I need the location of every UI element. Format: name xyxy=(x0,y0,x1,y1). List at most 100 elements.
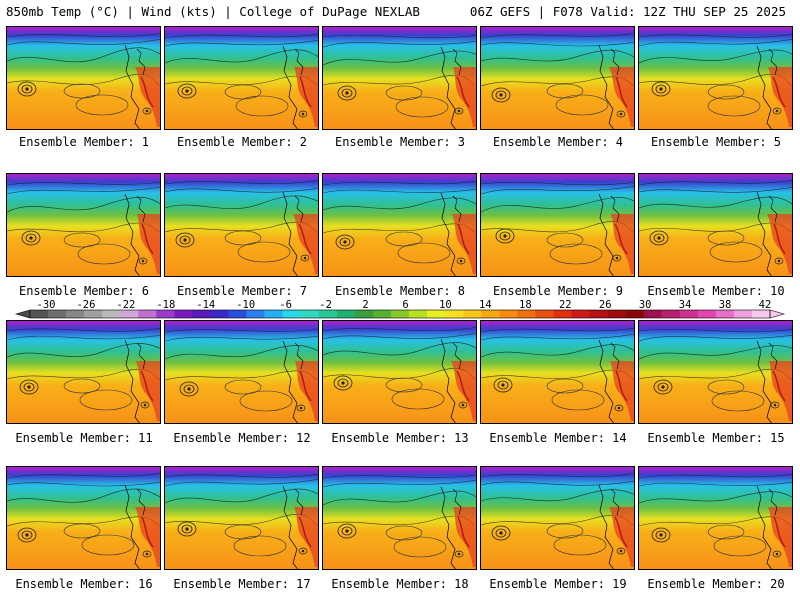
colorbar-swatch xyxy=(66,310,85,318)
colorbar-swatch xyxy=(84,310,103,318)
colorbar-swatch xyxy=(30,310,49,318)
colorbar-swatch xyxy=(156,310,175,318)
ensemble-member-map xyxy=(322,26,477,130)
ensemble-member-label: Ensemble Member: 5 xyxy=(650,135,782,149)
colorbar-max-arrow xyxy=(769,309,786,319)
colorbar-swatch xyxy=(282,310,302,318)
ensemble-member-map xyxy=(164,466,319,570)
ensemble-member-map xyxy=(322,466,477,570)
colorbar-tick-label: 38 xyxy=(719,299,732,311)
colorbar-tick-label: 42 xyxy=(759,299,772,311)
colorbar-swatch xyxy=(354,310,374,318)
colorbar-tick-label: -10 xyxy=(236,299,255,311)
ensemble-member-map xyxy=(638,320,793,424)
ensemble-member-label: Ensemble Member: 10 xyxy=(647,284,785,298)
colorbar-swatch xyxy=(372,310,392,318)
colorbar-tick-label: 26 xyxy=(599,299,612,311)
colorbar-min-arrow xyxy=(14,309,31,319)
colorbar-tick-label: 2 xyxy=(362,299,368,311)
colorbar-swatch xyxy=(643,310,663,318)
ensemble-member-label: Ensemble Member: 11 xyxy=(15,431,153,445)
colorbar-swatch xyxy=(300,310,320,318)
colorbar-swatch xyxy=(210,310,229,318)
colorbar-tick-label: -14 xyxy=(196,299,215,311)
colorbar-swatch xyxy=(733,310,753,318)
colorbar-tick-label: -26 xyxy=(76,299,95,311)
colorbar-tick-label: 30 xyxy=(639,299,652,311)
ensemble-member-label: Ensemble Member: 8 xyxy=(334,284,466,298)
ensemble-member-map xyxy=(322,320,477,424)
colorbar-tick-label: 34 xyxy=(679,299,692,311)
colorbar-swatch xyxy=(228,310,247,318)
ensemble-member-map xyxy=(480,26,635,130)
colorbar-swatch xyxy=(102,310,121,318)
colorbar-tick-label: -2 xyxy=(319,299,332,311)
ensemble-member-label: Ensemble Member: 4 xyxy=(492,135,624,149)
ensemble-member-label: Ensemble Member: 7 xyxy=(176,284,308,298)
colorbar-swatch xyxy=(409,310,428,318)
colorbar-tick-label: -18 xyxy=(156,299,175,311)
ensemble-member-map xyxy=(638,26,793,130)
colorbar-swatch xyxy=(679,310,699,318)
ensemble-member-label: Ensemble Member: 16 xyxy=(15,577,153,591)
colorbar-swatch xyxy=(625,310,644,318)
colorbar-swatch xyxy=(48,310,67,318)
ensemble-member-label: Ensemble Member: 17 xyxy=(173,577,311,591)
ensemble-member-map xyxy=(6,320,161,424)
colorbar-swatch xyxy=(138,310,157,318)
colorbar-swatch xyxy=(318,310,338,318)
colorbar-swatch xyxy=(571,310,590,318)
colorbar-swatch xyxy=(661,310,681,318)
ensemble-member-label: Ensemble Member: 15 xyxy=(647,431,785,445)
ensemble-member-map xyxy=(6,26,161,130)
ensemble-member-map xyxy=(638,466,793,570)
colorbar-swatch xyxy=(517,310,536,318)
colorbar-swatch xyxy=(120,310,139,318)
ensemble-member-label: Ensemble Member: 9 xyxy=(492,284,624,298)
colorbar-swatch xyxy=(553,310,572,318)
colorbar-tick-label: 22 xyxy=(559,299,572,311)
colorbar-swatch xyxy=(715,310,735,318)
colorbar-swatch xyxy=(445,310,464,318)
colorbar-swatch xyxy=(697,310,717,318)
ensemble-member-map xyxy=(638,173,793,277)
colorbar-swatch xyxy=(499,310,518,318)
ensemble-member-map xyxy=(164,26,319,130)
colorbar-swatch xyxy=(463,310,482,318)
colorbar-tick-label: -6 xyxy=(279,299,292,311)
ensemble-member-label: Ensemble Member: 19 xyxy=(489,577,627,591)
colorbar-tick-label: 6 xyxy=(402,299,408,311)
ensemble-member-label: Ensemble Member: 2 xyxy=(176,135,308,149)
colorbar-tick-label: 10 xyxy=(439,299,452,311)
colorbar-tick-label: -30 xyxy=(37,299,56,311)
header-title: 850mb Temp (°C) | Wind (kts) | College o… xyxy=(6,4,420,19)
ensemble-member-map xyxy=(322,173,477,277)
ensemble-member-map xyxy=(480,320,635,424)
colorbar-swatch xyxy=(264,310,283,318)
ensemble-member-map xyxy=(480,173,635,277)
colorbar-tick-label: -22 xyxy=(116,299,135,311)
colorbar-swatch xyxy=(589,310,608,318)
colorbar-swatch xyxy=(192,310,211,318)
ensemble-member-label: Ensemble Member: 13 xyxy=(331,431,469,445)
temperature-colorbar: -30 -26 -22 -18 -14 -10 -6 -2 2 6 10 14 18 22 26 30 34 38… xyxy=(14,299,786,319)
colorbar-swatch xyxy=(535,310,554,318)
ensemble-member-map xyxy=(6,466,161,570)
colorbar-swatch xyxy=(246,310,265,318)
ensemble-member-label: Ensemble Member: 20 xyxy=(647,577,785,591)
colorbar-swatch xyxy=(336,310,356,318)
colorbar-swatch xyxy=(427,310,446,318)
ensemble-member-label: Ensemble Member: 3 xyxy=(334,135,466,149)
colorbar-tick-label: 18 xyxy=(519,299,532,311)
colorbar-swatch xyxy=(174,310,193,318)
ensemble-member-label: Ensemble Member: 6 xyxy=(18,284,150,298)
ensemble-member-map xyxy=(6,173,161,277)
header-run-info: 06Z GEFS | F078 Valid: 12Z THU SEP 25 20… xyxy=(469,4,786,19)
ensemble-member-map xyxy=(164,320,319,424)
ensemble-member-map xyxy=(480,466,635,570)
colorbar-tick-label: 14 xyxy=(479,299,492,311)
ensemble-member-label: Ensemble Member: 1 xyxy=(18,135,150,149)
colorbar-swatch xyxy=(481,310,500,318)
colorbar-swatch xyxy=(390,310,410,318)
ensemble-member-map xyxy=(164,173,319,277)
